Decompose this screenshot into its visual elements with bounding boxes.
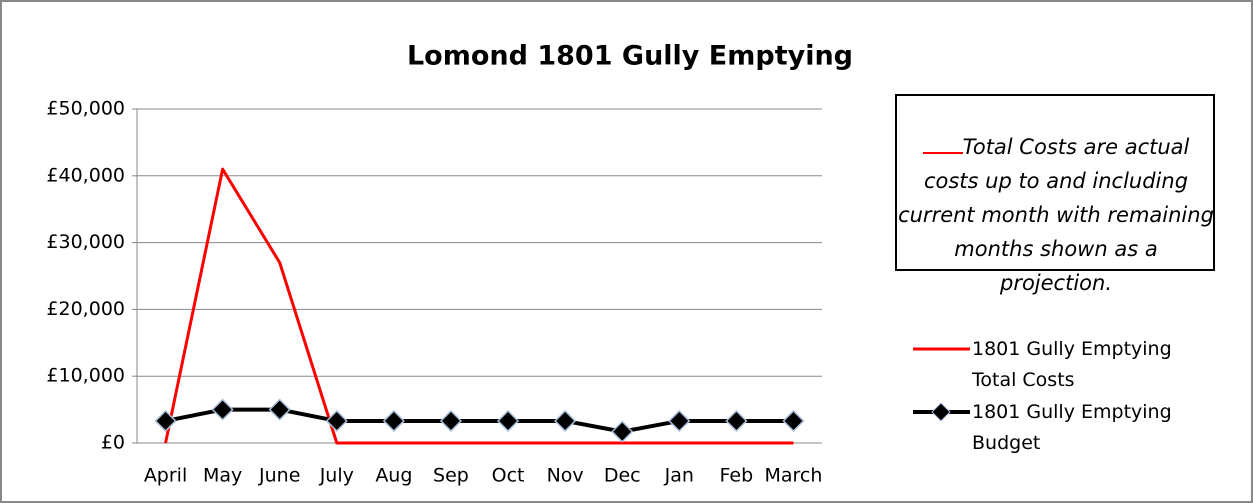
note-swatch [922, 134, 963, 154]
marker [554, 409, 577, 433]
x-tick-label: May [203, 465, 242, 487]
legend-label: 1801 Gully Emptying Budget [972, 401, 1172, 454]
marker [268, 398, 291, 421]
y-tick-label: £40,000 [46, 164, 125, 186]
marker [611, 420, 634, 443]
y-tick-label: £20,000 [46, 298, 125, 320]
annotation-text: Total Costs are actual costs up to and i… [898, 135, 1214, 295]
x-tick-label: March [764, 465, 822, 487]
x-tick-label: July [319, 465, 354, 487]
marker [154, 409, 177, 433]
marker [668, 409, 691, 433]
x-tick-label: Feb [720, 465, 754, 487]
x-tick-label: Jan [664, 465, 694, 487]
x-tick-label: Dec [604, 465, 641, 487]
marker [211, 398, 234, 421]
x-tick-label: Sep [433, 465, 469, 487]
x-tick-label: Oct [492, 465, 525, 487]
marker [439, 409, 463, 433]
y-tick-label: £10,000 [46, 365, 125, 387]
marker [325, 409, 348, 433]
marker [382, 409, 405, 433]
annotation: Total Costs are actual costs up to and i… [898, 130, 1214, 300]
chart-title: Lomond 1801 Gully Emptying [407, 41, 853, 72]
note-box [895, 94, 1215, 271]
y-tick-label: £30,000 [46, 231, 125, 253]
series-line [164, 167, 794, 445]
legend-marker [931, 402, 951, 422]
x-tick-label: Nov [547, 465, 584, 487]
legend-label: 1801 Gully Emptying Total Costs [972, 338, 1172, 391]
x-tick-label: June [258, 465, 300, 487]
marker [782, 409, 805, 433]
marker [725, 409, 748, 433]
y-tick-label: £50,000 [46, 98, 125, 120]
marker [496, 409, 520, 433]
y-tick-label: £0 [101, 432, 125, 454]
x-tick-label: April [144, 465, 187, 487]
x-tick-label: Aug [375, 465, 412, 487]
